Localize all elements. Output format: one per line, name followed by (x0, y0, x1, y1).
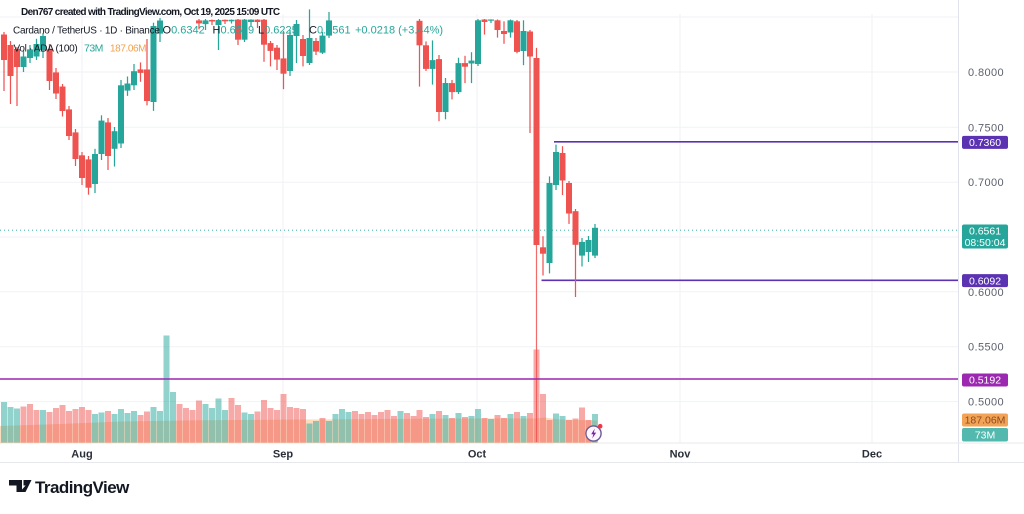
svg-text:0.5500: 0.5500 (968, 342, 1004, 354)
svg-text:0.7500: 0.7500 (968, 122, 1004, 134)
svg-text:0.7360: 0.7360 (969, 137, 1001, 149)
svg-text:187.06M: 187.06M (965, 415, 1006, 427)
svg-text:Oct: Oct (468, 449, 487, 461)
svg-text:Dec: Dec (862, 449, 882, 461)
svg-text:Den767 created with TradingVie: Den767 created with TradingView.com, Oct… (21, 7, 280, 18)
svg-text:0.5192: 0.5192 (969, 375, 1001, 387)
svg-text:TradingView: TradingView (35, 478, 130, 497)
svg-text:Aug: Aug (71, 449, 92, 461)
svg-text:0.6092: 0.6092 (969, 275, 1001, 287)
svg-text:0.7000: 0.7000 (968, 177, 1004, 189)
svg-text:0.5000: 0.5000 (968, 397, 1004, 409)
svg-text:0.6000: 0.6000 (968, 287, 1004, 299)
svg-text:Cardano / TetherUS · 1D · Bina: Cardano / TetherUS · 1D · Binance O0.6342… (13, 25, 443, 37)
svg-text:0.6561: 0.6561 (969, 226, 1001, 238)
svg-text:Nov: Nov (670, 449, 692, 461)
svg-text:Sep: Sep (273, 449, 293, 461)
svg-text:08:50:04: 08:50:04 (965, 237, 1006, 249)
svg-text:73M: 73M (975, 429, 995, 441)
svg-text:0.8000: 0.8000 (968, 67, 1004, 79)
